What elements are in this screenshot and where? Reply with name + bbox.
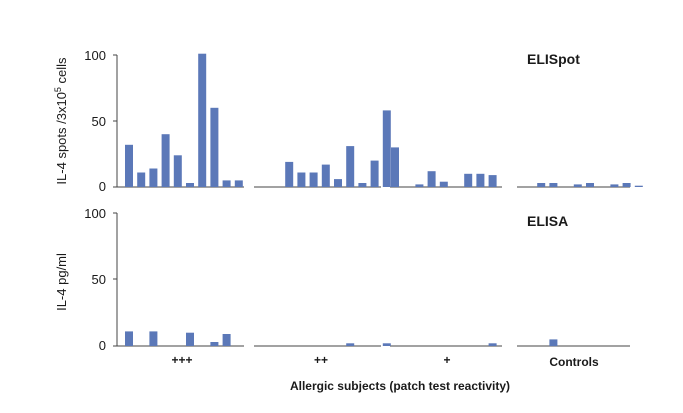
elispot-bar-g1-s10 [234,180,243,187]
elisa-bar-g2-s7 [346,343,355,346]
elispot-y-axis-label: IL-4 spots /3x105 cells [53,57,69,185]
elispot-bar-g3-s9 [488,175,497,187]
elisa-bar-g1-s8 [210,342,219,346]
group-label-plus1: + [443,353,450,367]
elispot-bar-g2-s6 [334,179,342,187]
elispot-bar-g2-s4 [309,172,318,187]
elispot-bar-g2-s7 [346,146,355,187]
elispot-y-tick-0: 0 [99,179,106,194]
elispot-bar-g3-s8 [476,173,485,187]
elisa-y-tick-100: 100 [84,206,106,221]
elispot-bar-g3-s5 [439,181,448,187]
elispot-bar-g1-s6 [186,183,194,187]
elisa-panel: ELISA IL-4 pg/ml 100 50 0 [54,206,630,353]
elispot-bar-g1-s5 [173,155,182,187]
elispot-y-tick-50: 50 [92,114,106,129]
elispot-bar-g1-s2 [137,172,146,187]
elispot-bar-g4-s9 [622,183,631,187]
elispot-bar-g4-s5 [573,184,582,187]
elispot-y-tick-100: 100 [84,48,106,63]
elisa-bar-g1-s3 [149,331,158,346]
elispot-bar-g3-s3 [415,184,424,187]
group-label-controls: Controls [549,355,599,369]
elispot-bar-g4-s10 [634,185,643,187]
elispot-bar-g1-s9 [222,180,231,187]
elispot-bar-g2-s2 [285,161,294,187]
elispot-bar-g1-s7 [198,53,207,188]
elispot-bar-g4-s8 [610,184,619,187]
elispot-panel: ELISpot IL-4 spots /3x105 cells 100 50 0 [53,48,643,194]
group-label-plus2: ++ [314,353,328,367]
elisa-bar-g3-s9 [488,343,497,346]
elispot-bar-g3-s4 [427,171,436,187]
elispot-bar-g3-s7 [464,173,473,187]
elisa-bars [125,331,558,347]
elispot-bar-g2-s3 [297,172,306,187]
elispot-bar-g3-s1 [391,147,399,187]
elispot-title: ELISpot [527,51,580,67]
group-label-plus3: +++ [171,353,192,367]
elispot-bar-g2-s8 [358,183,367,187]
elispot-bar-g1-s3 [149,168,158,187]
elisa-bar-g4-s3 [549,339,558,347]
elisa-y-tick-50: 50 [92,272,106,287]
elispot-bar-g4-s2 [537,183,546,187]
x-axis-label: Allergic subjects (patch test reactivity… [290,379,510,393]
elispot-bar-g2-s9 [370,160,379,187]
elispot-bar-g1-s4 [161,134,170,187]
elisa-y-axis-label: IL-4 pg/ml [54,253,69,311]
elispot-bar-g1-s8 [210,107,219,187]
elispot-bar-g2-s10 [382,110,391,187]
elisa-bar-g1-s9 [222,334,231,346]
elispot-bar-g4-s3 [549,183,558,187]
elispot-bar-g4-s6 [586,183,594,187]
elisa-bar-g2-s10 [382,343,391,346]
elispot-bar-g2-s5 [321,164,330,187]
elisa-bar-g1-s1 [125,331,133,346]
elisa-y-tick-0: 0 [99,338,106,353]
elisa-bar-g1-s6 [186,332,194,346]
elisa-title: ELISA [527,213,568,229]
elispot-bar-g1-s1 [125,144,133,187]
elispot-bars [125,53,643,188]
